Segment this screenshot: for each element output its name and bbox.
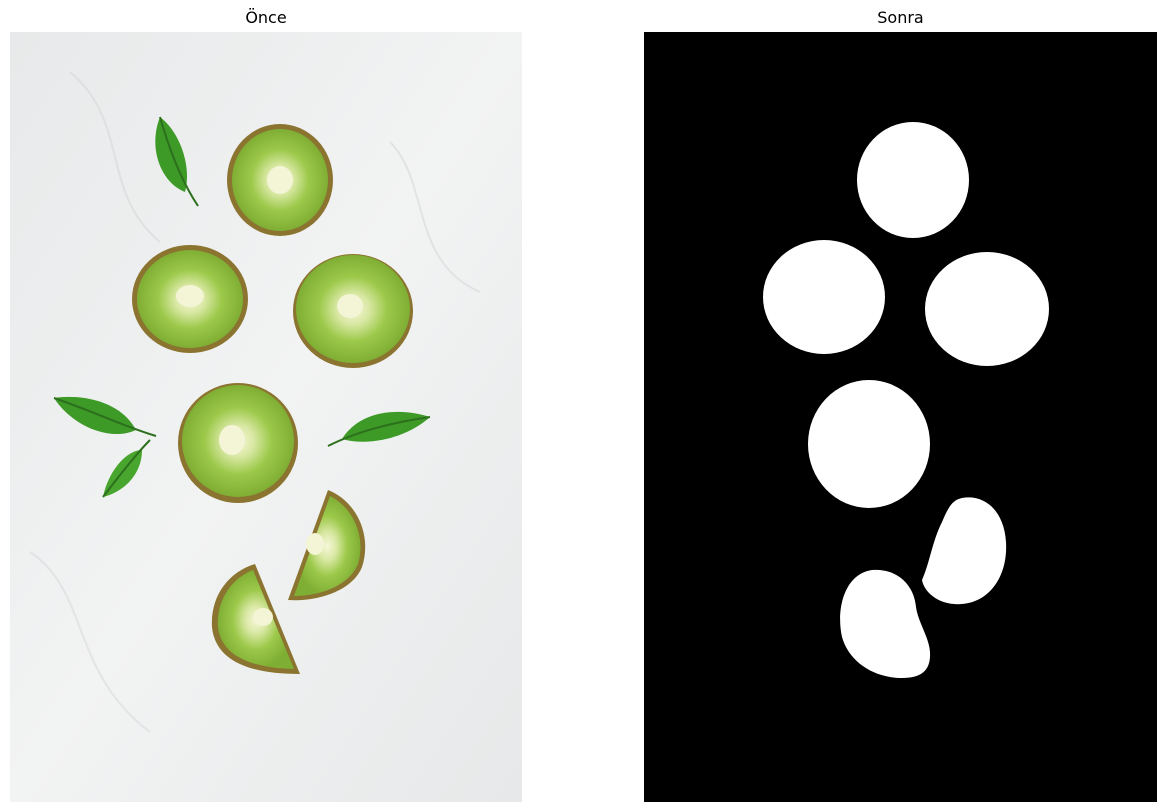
- kiwi-wedge-2: [211, 564, 300, 674]
- mask-blob-6: [840, 569, 931, 678]
- leaf-top: [155, 116, 199, 207]
- kiwi-half-1: [293, 254, 413, 368]
- before-image: [10, 32, 522, 802]
- mask-blob-3: [925, 252, 1049, 366]
- mask-blob-4: [808, 380, 930, 508]
- kiwi-half-2: [178, 383, 298, 503]
- kiwi-slice-1: [227, 124, 333, 236]
- leaf-left-small: [102, 439, 151, 498]
- mask-blob-1b: [857, 122, 969, 238]
- after-title: Sonra: [877, 8, 924, 27]
- before-title: Önce: [245, 8, 287, 27]
- kiwi-wedge-1: [288, 490, 366, 601]
- mask-blob-5: [922, 497, 1007, 605]
- mask-blob-2: [763, 240, 885, 354]
- after-mask: [644, 32, 1157, 802]
- leaf-right: [327, 411, 431, 447]
- kiwi-slice-2: [132, 245, 248, 353]
- leaf-left-large: [53, 396, 157, 437]
